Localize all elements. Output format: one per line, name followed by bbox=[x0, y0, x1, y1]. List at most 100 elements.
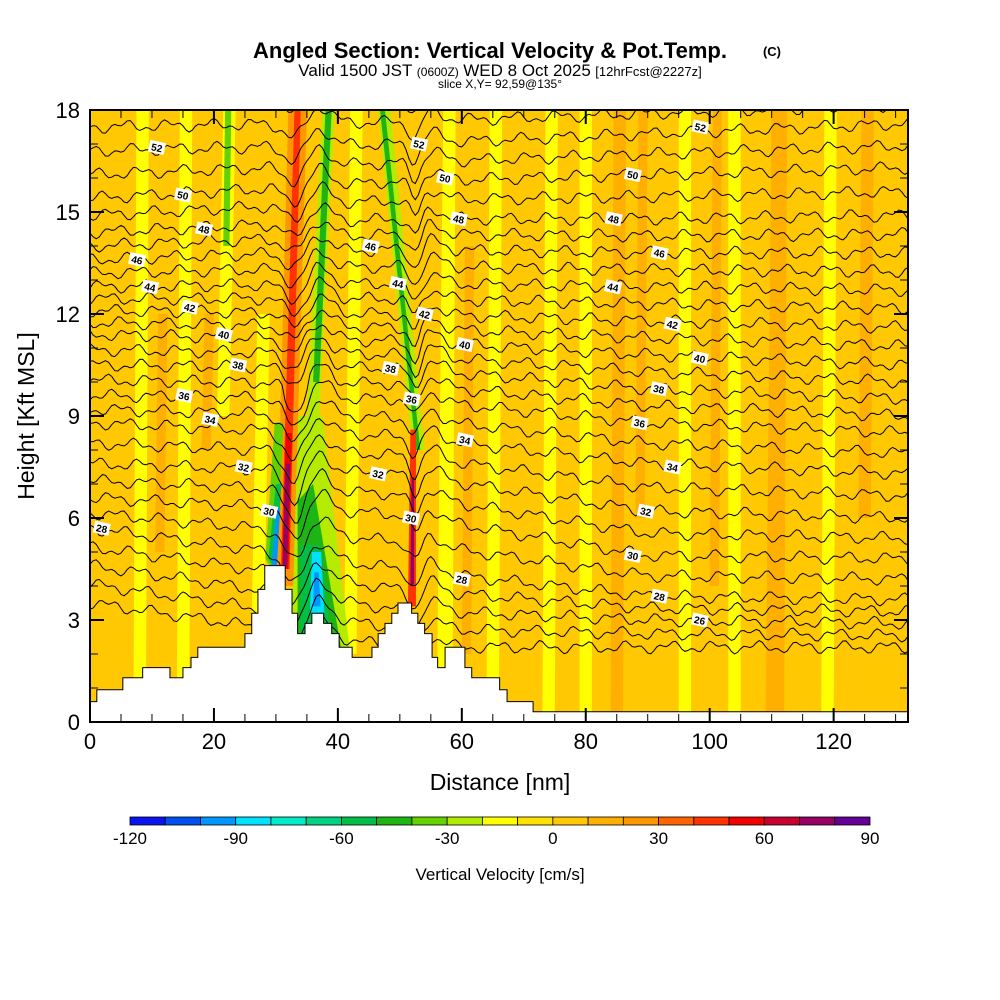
isentrope-label: 30 bbox=[260, 503, 279, 519]
isentrope-53 bbox=[90, 110, 887, 142]
colorbar-swatch bbox=[341, 816, 378, 826]
label-text: 42 bbox=[183, 302, 197, 315]
colorbar-swatch bbox=[164, 816, 201, 826]
label-box bbox=[409, 136, 429, 152]
colorbar-swatch bbox=[446, 816, 483, 826]
isentrope-34 bbox=[90, 418, 908, 480]
colorbar-swatch bbox=[481, 816, 519, 826]
velocity-region bbox=[765, 110, 788, 722]
chart-title: Angled Section: Vertical Velocity & Pot.… bbox=[253, 38, 727, 63]
isentrope-label: 48 bbox=[194, 221, 214, 237]
colorbar-tick-label: 60 bbox=[755, 829, 774, 848]
isentrope-label: 52 bbox=[409, 136, 429, 152]
label-text: 32 bbox=[237, 462, 251, 475]
isentrope-label: 36 bbox=[630, 415, 649, 431]
isentrope-label: 46 bbox=[650, 245, 669, 261]
colorbar-swatch bbox=[200, 816, 237, 826]
isentrope-label: 44 bbox=[141, 279, 160, 295]
label-box bbox=[649, 381, 668, 397]
label-box bbox=[663, 316, 682, 332]
colorbar-swatch bbox=[728, 816, 765, 826]
label-text: 38 bbox=[652, 384, 666, 397]
label-box bbox=[690, 612, 709, 628]
isentrope-35 bbox=[90, 400, 908, 458]
colorbar-swatch bbox=[411, 816, 448, 826]
isentrope-31 bbox=[90, 467, 908, 545]
label-box bbox=[369, 466, 388, 482]
label-text: 32 bbox=[371, 469, 385, 482]
isentrope-label: 34 bbox=[201, 411, 220, 427]
y-tick-label: 15 bbox=[56, 200, 80, 225]
label-text: 34 bbox=[666, 462, 680, 475]
isentropes bbox=[90, 110, 908, 667]
colorbar-swatch bbox=[622, 816, 659, 826]
isentrope-28 bbox=[90, 524, 908, 607]
y-tick-label: 0 bbox=[68, 710, 80, 735]
isentrope-label: 26 bbox=[690, 612, 709, 628]
x-tick-label: 40 bbox=[326, 729, 350, 754]
x-axis-label: Distance [nm] bbox=[430, 769, 571, 795]
label-box bbox=[650, 588, 669, 604]
isentrope-43 bbox=[90, 276, 908, 318]
label-text: 40 bbox=[693, 353, 707, 366]
label-text: 36 bbox=[405, 394, 419, 407]
label-box bbox=[415, 306, 434, 322]
isentrope-label: 28 bbox=[92, 520, 111, 536]
isentrope-label: 46 bbox=[128, 252, 147, 268]
label-box bbox=[173, 187, 193, 203]
isentrope-30 bbox=[90, 488, 908, 566]
label-box bbox=[650, 245, 669, 261]
colorbar-swatch bbox=[129, 816, 166, 826]
label-text: 32 bbox=[639, 506, 653, 519]
isentrope-36 bbox=[90, 380, 908, 438]
isentrope-27 bbox=[90, 541, 908, 618]
x-tick-label: 20 bbox=[202, 729, 226, 754]
colorbar-tick-label: 30 bbox=[649, 829, 668, 848]
velocity-region bbox=[579, 110, 592, 722]
isentrope-label: 40 bbox=[214, 326, 233, 342]
label-box bbox=[449, 211, 468, 227]
colorbar-swatch bbox=[799, 816, 836, 826]
label-box bbox=[623, 167, 642, 183]
x-tick-label: 120 bbox=[815, 729, 852, 754]
label-text: 44 bbox=[606, 282, 620, 295]
colorbar-swatch bbox=[552, 816, 589, 826]
isentrope-label: 32 bbox=[369, 466, 388, 482]
colorbar-swatch bbox=[834, 816, 871, 826]
label-box bbox=[381, 360, 400, 376]
label-text: 30 bbox=[262, 506, 276, 519]
label-text: 48 bbox=[197, 224, 211, 237]
x-tick-label: 100 bbox=[691, 729, 728, 754]
label-text: 38 bbox=[384, 363, 398, 376]
label-text: 52 bbox=[694, 122, 708, 135]
velocity-region bbox=[223, 110, 232, 246]
isentrope-label: 52 bbox=[691, 119, 710, 135]
isentrope-48 bbox=[90, 202, 908, 240]
isentrope-label: 30 bbox=[623, 547, 642, 563]
colorbar-swatch bbox=[376, 816, 413, 826]
label-box bbox=[229, 357, 248, 373]
label-text: 46 bbox=[130, 255, 144, 268]
label-text: 46 bbox=[364, 241, 378, 254]
isentrope-label: 48 bbox=[604, 211, 623, 227]
label-text: 52 bbox=[412, 139, 426, 152]
terrain bbox=[90, 565, 908, 722]
colorbar-tick-label: -60 bbox=[329, 829, 354, 848]
velocity-region bbox=[271, 507, 281, 573]
label-text: 46 bbox=[653, 248, 667, 261]
isentrope-label: 38 bbox=[229, 357, 248, 373]
label-box bbox=[623, 547, 642, 563]
label-text: 30 bbox=[404, 513, 418, 526]
y-axis-label: Height [Kft MSL] bbox=[13, 332, 39, 499]
y-tick-label: 18 bbox=[56, 98, 80, 123]
isentrope-29 bbox=[90, 510, 908, 586]
label-text: 28 bbox=[653, 591, 667, 604]
label-text: 40 bbox=[217, 329, 231, 342]
colorbar-swatch bbox=[235, 816, 272, 826]
isentrope-33 bbox=[90, 434, 908, 502]
valid-time-line: Valid 1500 JST (0600Z) WED 8 Oct 2025 [1… bbox=[298, 61, 701, 80]
label-box bbox=[214, 326, 233, 342]
isentrope-label: 44 bbox=[603, 279, 623, 295]
colorbar-swatch bbox=[763, 816, 800, 826]
label-text: 26 bbox=[693, 615, 707, 628]
